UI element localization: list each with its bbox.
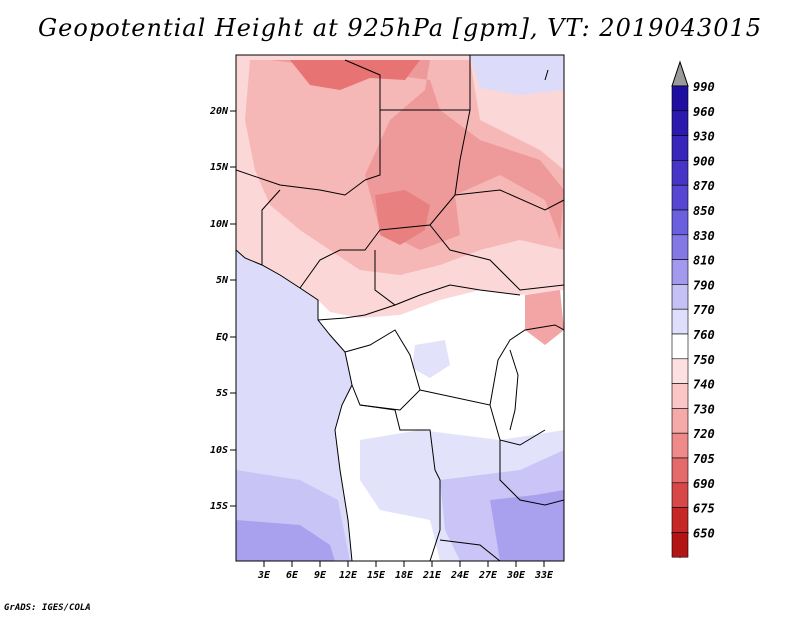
colorbar-cell (671, 160, 689, 186)
colorbar-label: 990 (693, 80, 715, 94)
colorbar-label: 675 (693, 502, 715, 516)
colorbar-cell (671, 532, 689, 558)
colorbar-label: 870 (693, 179, 715, 193)
colorbar-label: 930 (693, 130, 715, 144)
x-tick-label: 30E (506, 570, 526, 581)
colorbar-cell (671, 209, 689, 236)
y-tick-label: 5S (216, 388, 228, 399)
colorbar-cell (671, 358, 689, 384)
height-shade-720 (270, 60, 564, 250)
x-tick-label: 15E (367, 570, 386, 581)
colorbar-label: 760 (693, 328, 715, 342)
colorbar-cell (671, 333, 689, 360)
height-shade-770-ne (470, 55, 564, 95)
colorbar-label: 740 (693, 378, 715, 392)
x-tick-label: 3E (257, 570, 271, 581)
colorbar-label: 650 (693, 526, 715, 540)
y-tick-label: 15N (210, 162, 229, 173)
map-frame (235, 54, 565, 562)
y-tick-label: EQ (216, 332, 228, 343)
height-shade-705-east (375, 190, 430, 245)
colorbar-cell (671, 408, 689, 434)
colorbar-cell (671, 432, 689, 459)
x-tick-label: 9E (314, 570, 327, 581)
colorbar-cell (671, 85, 689, 112)
colorbar-cell (671, 457, 689, 484)
y-tick-label: 20N (209, 106, 229, 117)
x-tick-label: 33E (534, 570, 554, 581)
colorbar-cell (671, 234, 689, 260)
colorbar: 990 960 930 900 870 850 830 810 790 770 760 750 740 7… (671, 60, 715, 559)
colorbar-cell (671, 184, 689, 211)
colorbar-cell (671, 259, 689, 285)
map-title: Geopotential Height at 925hPa [gpm], VT:… (38, 14, 762, 42)
ocean-shade-810 (236, 520, 335, 561)
y-tick-label: 5N (216, 275, 229, 286)
y-tick-label: 10S (210, 445, 228, 456)
colorbar-label: 830 (693, 229, 715, 243)
colorbar-cell (671, 383, 689, 409)
colorbar-label: 900 (693, 154, 715, 168)
colorbar-cell (671, 135, 689, 161)
map-panel (236, 55, 564, 561)
colorbar-cell (671, 110, 689, 136)
colorbar-label: 690 (693, 477, 715, 491)
height-shade-810 (490, 490, 564, 561)
colorbar-label: 720 (693, 427, 715, 441)
colorbar-cell (671, 284, 689, 310)
x-tick-label: 27E (478, 570, 498, 581)
x-axis: 3E 6E 9E 12E 15E 18E 21E 24E 27E 30E 33E (257, 561, 554, 581)
x-tick-label: 21E (422, 570, 442, 581)
height-shade-770-central (412, 340, 450, 378)
x-tick-label: 12E (339, 570, 358, 581)
colorbar-label: 960 (693, 105, 715, 119)
colorbar-label: 705 (693, 452, 715, 466)
colorbar-label: 730 (693, 402, 715, 416)
colorbar-cell (671, 308, 689, 335)
colorbar-label: 770 (693, 303, 715, 317)
y-tick-label: 10N (210, 219, 229, 230)
y-axis: 20N 15N 10N 5N EQ 5S 10S 15S (209, 106, 236, 512)
colorbar-cell (671, 507, 689, 533)
colorbar-top-arrow (671, 60, 689, 87)
colorbar-cell (671, 482, 689, 508)
grads-credit: GrADS: IGES/COLA (4, 603, 91, 613)
colorbar-label: 810 (693, 254, 715, 268)
height-shade-730-east (525, 290, 564, 345)
coastlines-borders (236, 55, 564, 561)
height-shade-705 (290, 60, 420, 90)
x-tick-label: 6E (286, 570, 299, 581)
x-tick-label: 18E (395, 570, 414, 581)
colorbar-label: 790 (693, 278, 715, 292)
colorbar-label: 750 (693, 353, 715, 367)
colorbar-label: 850 (693, 204, 715, 218)
y-tick-label: 15S (210, 501, 228, 512)
x-tick-label: 24E (450, 570, 470, 581)
